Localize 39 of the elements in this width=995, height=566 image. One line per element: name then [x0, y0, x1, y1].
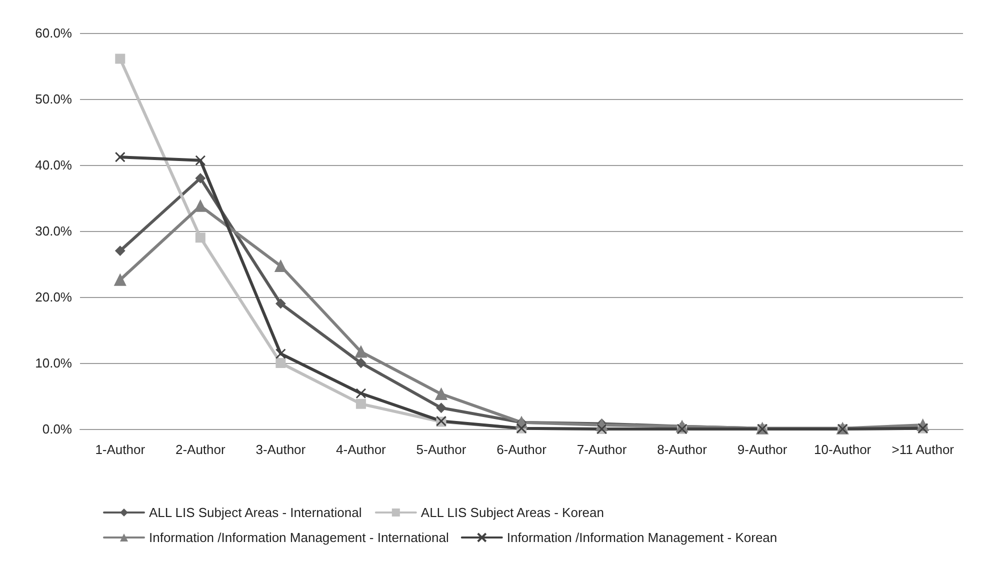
point	[195, 173, 206, 184]
point	[194, 200, 206, 212]
x-tick-label: 3-Author	[256, 442, 306, 457]
point	[114, 152, 126, 162]
x-tick-label: >11 Author	[892, 442, 955, 457]
point	[436, 402, 446, 413]
legend-label: Information /Information Management - Korean	[506, 530, 778, 545]
point	[195, 155, 206, 166]
y-tick-label: 30.0%	[35, 224, 72, 238]
point	[115, 246, 126, 256]
point	[354, 346, 367, 358]
x-tick-label: 1-Author	[95, 442, 146, 457]
x-tick-label: 7-Author	[576, 442, 628, 457]
point	[276, 298, 286, 309]
x-tick-label: 10-Author	[814, 442, 872, 457]
y-tick-label: 40.0%	[35, 158, 72, 172]
x-tick-label: 5-Author	[416, 442, 467, 457]
point	[276, 358, 286, 368]
y-tick-label: 20.0%	[35, 290, 72, 304]
legend-label: Information /Information Management - International	[149, 530, 449, 545]
point	[435, 388, 448, 400]
y-tick-label: 0.0%	[42, 422, 72, 436]
x-tick-label: 2-Author	[175, 442, 226, 457]
y-tick-label: 10.0%	[35, 356, 72, 370]
point	[356, 398, 366, 409]
point	[195, 232, 206, 243]
y-tick-label: 60.0%	[35, 26, 72, 40]
point	[356, 388, 366, 399]
y-tick-label: 50.0%	[35, 92, 72, 106]
point	[356, 358, 366, 368]
point	[115, 54, 126, 64]
x-tick-label: 4-Author	[336, 442, 387, 457]
legend-label: ALL LIS Subject Areas - Korean	[420, 505, 604, 520]
x-tick-label: 8-Author	[657, 442, 708, 457]
x-tick-label: 6-Author	[496, 442, 548, 457]
point	[114, 274, 126, 286]
legend-label: ALL LIS Subject Areas - International	[149, 505, 362, 520]
point	[274, 260, 287, 272]
x-tick-label: 9-Author	[737, 442, 788, 457]
